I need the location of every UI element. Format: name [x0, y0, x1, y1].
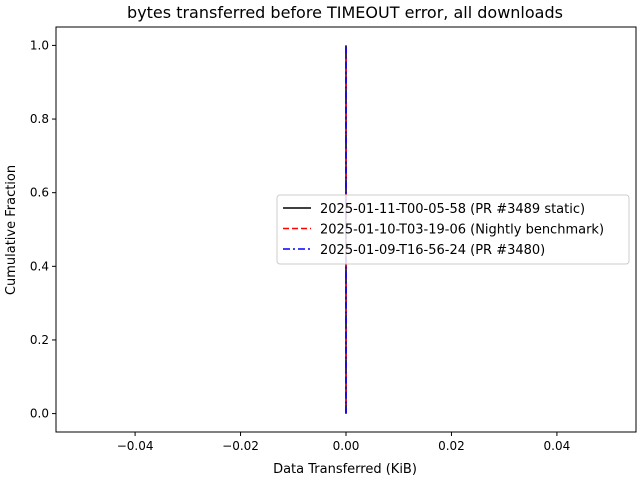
y-tick-label: 0.0: [30, 407, 49, 421]
legend-label-3: 2025-01-09-T16-56-24 (PR #3480): [320, 243, 545, 258]
x-tick-label: −0.04: [117, 439, 154, 453]
x-tick-label: −0.02: [222, 439, 259, 453]
x-axis-label: Data Transferred (KiB): [273, 462, 417, 477]
legend-label-2: 2025-01-10-T03-19-06 (Nightly benchmark): [320, 223, 604, 238]
chart-title: bytes transferred before TIMEOUT error, …: [127, 3, 563, 22]
y-axis-label: Cumulative Fraction: [4, 165, 19, 295]
plot-frame: [55, 26, 637, 433]
y-tick-label: 0.6: [30, 186, 49, 200]
legend-box: [276, 194, 630, 265]
x-tick-label: 0.02: [438, 439, 465, 453]
y-tick-label: 1.0: [30, 38, 49, 52]
x-tick-label: 0.04: [544, 439, 571, 453]
x-tick-label: 0.00: [333, 439, 360, 453]
legend-label-1: 2025-01-11-T00-05-58 (PR #3489 static): [320, 202, 585, 217]
x-axis-ticks: −0.04 −0.02 0.00 0.02 0.04: [117, 432, 571, 453]
y-tick-label: 0.8: [30, 112, 49, 126]
y-tick-label: 0.2: [30, 333, 49, 347]
legend: 2025-01-11-T00-05-58 (PR #3489 static) 20…: [276, 194, 630, 265]
y-tick-label: 0.4: [30, 259, 49, 273]
y-axis-ticks: 0.0 0.2 0.4 0.6 0.8 1.0: [30, 38, 56, 421]
